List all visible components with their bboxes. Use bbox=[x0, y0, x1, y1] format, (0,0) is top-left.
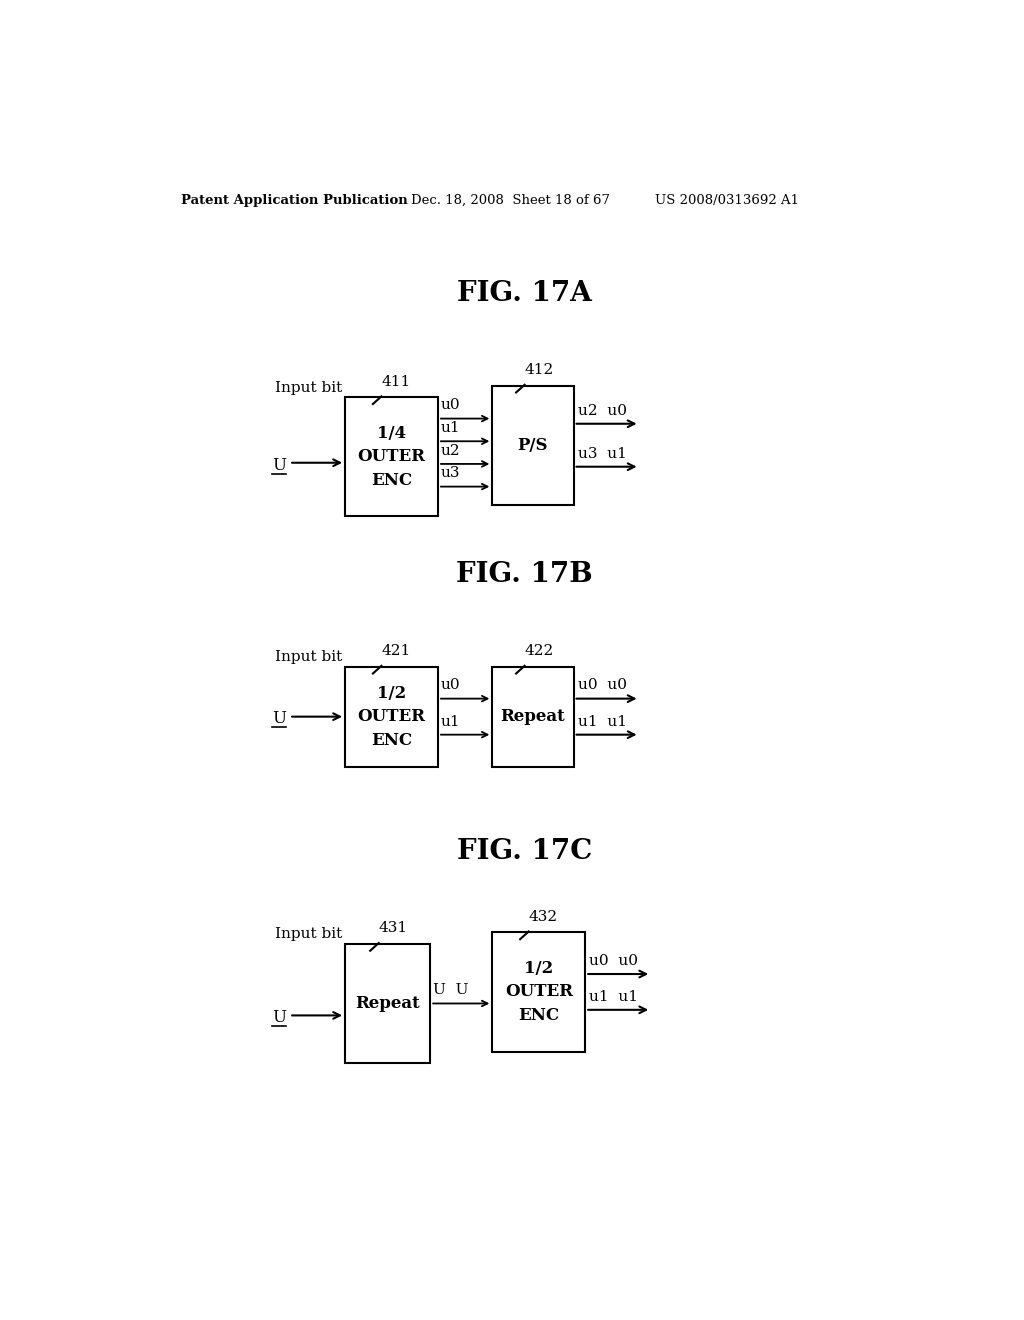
Text: Repeat: Repeat bbox=[501, 708, 565, 725]
Text: Input bit: Input bit bbox=[275, 651, 343, 664]
Text: u2  u0: u2 u0 bbox=[578, 404, 627, 417]
Text: u0: u0 bbox=[441, 678, 461, 693]
Text: Dec. 18, 2008  Sheet 18 of 67: Dec. 18, 2008 Sheet 18 of 67 bbox=[411, 194, 610, 207]
Bar bbox=[345, 397, 438, 516]
Text: u3: u3 bbox=[441, 466, 461, 480]
Text: u0  u0: u0 u0 bbox=[589, 954, 638, 968]
Text: Repeat: Repeat bbox=[355, 995, 420, 1012]
Text: 1/2
OUTER
ENC: 1/2 OUTER ENC bbox=[357, 685, 426, 748]
Bar bbox=[345, 944, 430, 1063]
Text: 411: 411 bbox=[381, 375, 411, 388]
Text: P/S: P/S bbox=[518, 437, 548, 454]
Bar bbox=[493, 385, 573, 506]
Bar bbox=[493, 667, 573, 767]
Text: 432: 432 bbox=[528, 909, 558, 924]
Text: u1: u1 bbox=[441, 714, 461, 729]
Text: 412: 412 bbox=[524, 363, 554, 378]
Text: u2: u2 bbox=[441, 444, 461, 458]
Text: US 2008/0313692 A1: US 2008/0313692 A1 bbox=[655, 194, 799, 207]
Text: FIG. 17B: FIG. 17B bbox=[457, 561, 593, 587]
Text: u0  u0: u0 u0 bbox=[578, 678, 627, 693]
Bar bbox=[345, 667, 438, 767]
Text: 421: 421 bbox=[381, 644, 411, 659]
Text: 422: 422 bbox=[524, 644, 554, 659]
Text: u1  u1: u1 u1 bbox=[578, 714, 627, 729]
Text: FIG. 17A: FIG. 17A bbox=[458, 280, 592, 306]
Text: U: U bbox=[272, 710, 286, 727]
Text: u3  u1: u3 u1 bbox=[578, 446, 627, 461]
Bar bbox=[493, 932, 586, 1052]
Text: 1/2
OUTER
ENC: 1/2 OUTER ENC bbox=[505, 960, 572, 1024]
Text: U: U bbox=[272, 457, 286, 474]
Text: FIG. 17C: FIG. 17C bbox=[457, 838, 593, 865]
Text: Input bit: Input bit bbox=[275, 928, 343, 941]
Text: Input bit: Input bit bbox=[275, 380, 343, 395]
Text: u0: u0 bbox=[441, 399, 461, 412]
Text: U  U: U U bbox=[433, 983, 469, 998]
Text: 1/4
OUTER
ENC: 1/4 OUTER ENC bbox=[357, 425, 426, 488]
Text: 431: 431 bbox=[379, 921, 408, 936]
Text: u1  u1: u1 u1 bbox=[589, 990, 638, 1003]
Text: Patent Application Publication: Patent Application Publication bbox=[180, 194, 408, 207]
Text: u1: u1 bbox=[441, 421, 461, 436]
Text: U: U bbox=[272, 1010, 286, 1026]
